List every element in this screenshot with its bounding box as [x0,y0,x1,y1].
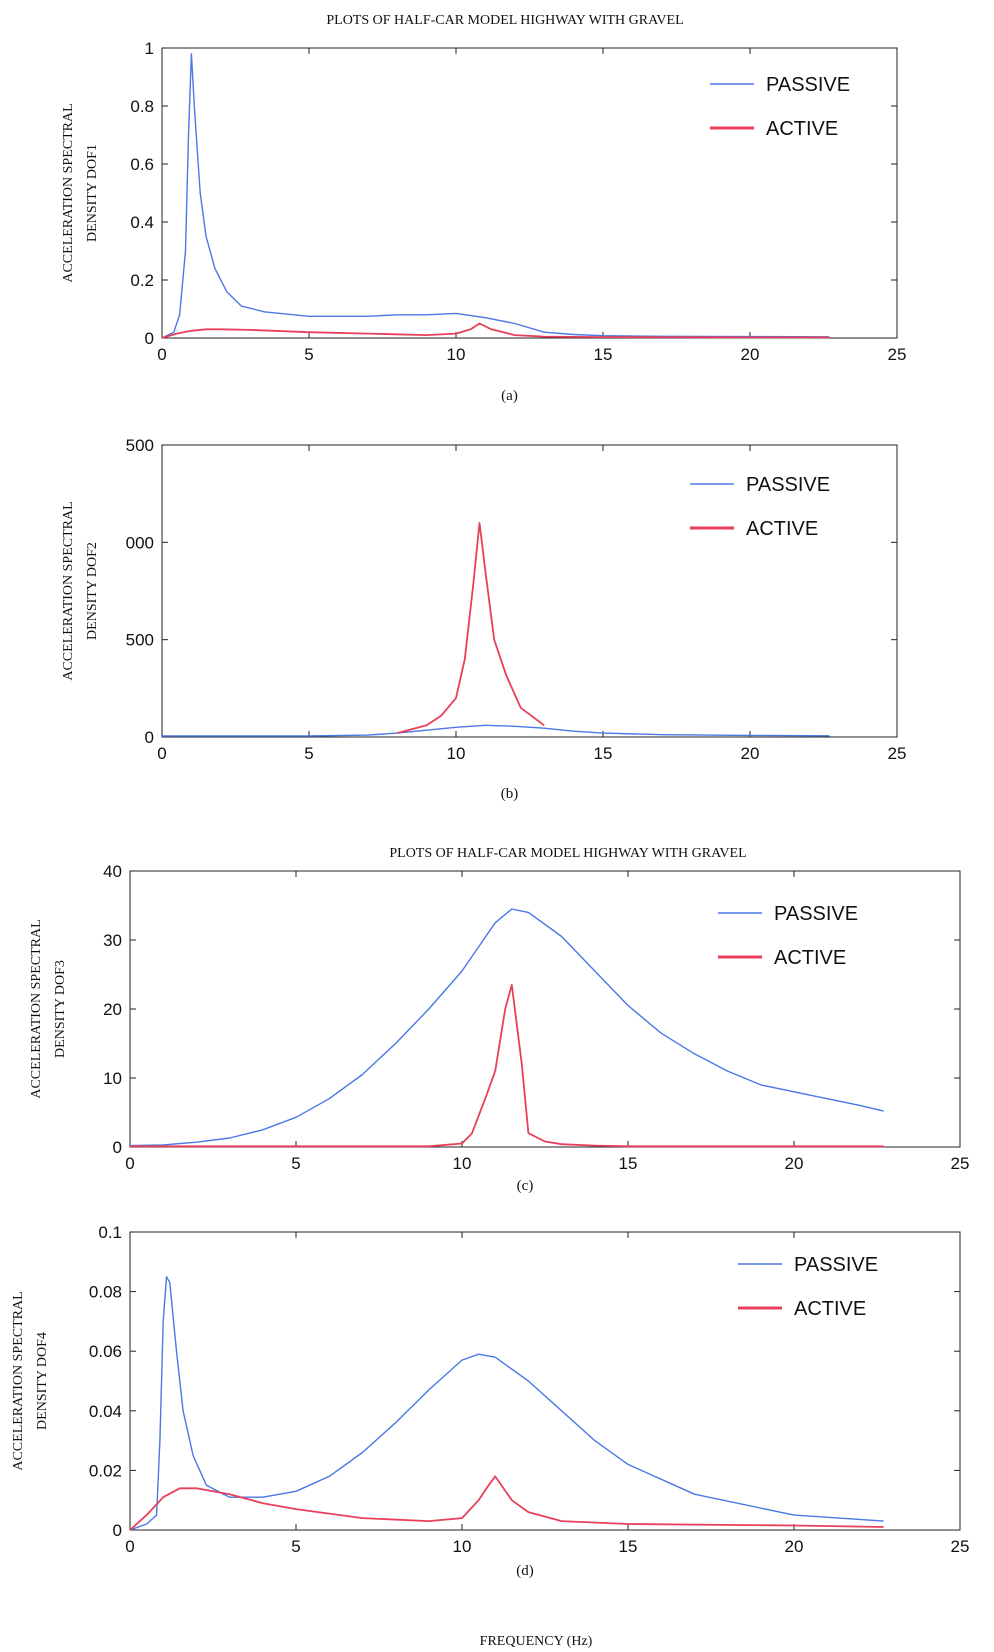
y-tick-label: 1 [145,39,154,58]
y-tick-label: 000 [126,533,154,552]
y-tick-label: 500 [126,436,154,455]
figure-title-top: PLOTS OF HALF-CAR MODEL HIGHWAY WITH GRA… [326,13,683,28]
x-tick-label: 25 [888,345,907,364]
panel-d: 0 5 10 15 20 25 0 0.02 0.04 0.06 0.08 0.1 ACCELERATI… [11,1223,969,1579]
panel-b: 0 5 10 15 20 25 0 500 000 500 ACCELERATION SPECTRA… [61,436,906,802]
series-line-active [129,1475,884,1531]
y-tick-label: 10 [103,1069,122,1088]
legend-entry: ACTIVE [746,518,818,540]
x-tick-label: 25 [951,1154,970,1173]
y-axis-label: ACCELERATION SPECTRAL [11,1291,26,1470]
x-tick-label: 20 [741,744,760,763]
y-tick-label: 30 [103,931,122,950]
x-tick-label: 25 [888,744,907,763]
plot-frame [161,444,898,738]
series-line-passive [162,724,830,737]
x-tick-label: 10 [453,1154,472,1173]
series-line-passive [129,1275,884,1531]
y-tick-label: 0.8 [130,97,154,116]
y-tick-label: 20 [103,1000,122,1019]
y-tick-label: 0.02 [89,1461,122,1480]
y-tick-label: 0.2 [130,271,154,290]
y-tick-label: 0.08 [89,1283,122,1302]
x-tick-label: 0 [157,744,166,763]
x-tick-label: 10 [447,345,466,364]
panel-c: 0 5 10 15 20 25 0 10 20 30 40 ACCELERATION SPECTRAL… [29,862,969,1194]
y-axis-label: DENSITY DOF3 [53,960,68,1058]
figure-xlabel: FREQUENCY (Hz) [480,1634,593,1649]
panel-label: (c) [517,1178,534,1194]
y-axis-label: ACCELERATION SPECTRAL [29,919,44,1098]
plot-frame [161,47,898,339]
y-tick-label: 0 [145,329,154,348]
x-tick-label: 0 [157,345,166,364]
y-tick-label: 0.4 [130,213,154,232]
series-line-active [130,984,884,1148]
legend-entry: PASSIVE [746,474,830,496]
series-line-active [161,322,830,339]
y-axis-label: DENSITY DOF1 [85,144,100,242]
x-tick-label: 10 [447,744,466,763]
y-tick-label: 0.06 [89,1342,122,1361]
x-tick-label: 10 [453,1537,472,1556]
y-tick-label: 0 [113,1138,122,1157]
legend-entry: ACTIVE [794,1298,866,1320]
legend-entry: ACTIVE [774,947,846,969]
x-tick-label: 5 [291,1537,300,1556]
y-axis-label: DENSITY DOF2 [85,542,100,640]
y-tick-label: 0.04 [89,1402,122,1421]
x-tick-label: 20 [785,1537,804,1556]
y-tick-label: 0 [113,1521,122,1540]
panel-label: (d) [516,1563,534,1579]
legend-entry: PASSIVE [766,74,850,96]
x-tick-label: 20 [741,345,760,364]
legend-entry: PASSIVE [774,903,858,925]
x-tick-label: 25 [951,1537,970,1556]
legend-entry: PASSIVE [794,1254,878,1276]
panel-label: (b) [501,786,519,802]
y-axis-label: DENSITY DOF4 [35,1332,50,1430]
x-tick-label: 15 [619,1154,638,1173]
x-tick-label: 5 [304,345,313,364]
x-tick-label: 15 [619,1537,638,1556]
series-line-active [396,522,545,734]
y-tick-label: 0.1 [98,1223,122,1242]
y-axis-label: ACCELERATION SPECTRAL [61,501,76,680]
y-tick-label: 500 [126,631,154,650]
y-axis-label: ACCELERATION SPECTRAL [61,103,76,282]
panel-a: 0 5 10 15 20 25 0 0.2 0.4 0.6 0.8 1 ACCELERATION SPE… [61,39,906,404]
x-tick-label: 0 [125,1537,134,1556]
x-tick-label: 15 [594,345,613,364]
x-tick-label: 5 [291,1154,300,1173]
panel-label: (a) [501,388,518,404]
y-tick-label: 0.6 [130,155,154,174]
figure-title-mid: PLOTS OF HALF-CAR MODEL HIGHWAY WITH GRA… [389,846,746,861]
x-tick-label: 5 [304,744,313,763]
y-tick-label: 40 [103,862,122,881]
x-tick-label: 0 [125,1154,134,1173]
x-tick-label: 20 [785,1154,804,1173]
legend-entry: ACTIVE [766,118,838,140]
plot-frame [129,1231,961,1531]
y-tick-label: 0 [145,728,154,747]
series-line-passive [161,53,830,339]
series-line-passive [129,908,884,1147]
x-tick-label: 15 [594,744,613,763]
